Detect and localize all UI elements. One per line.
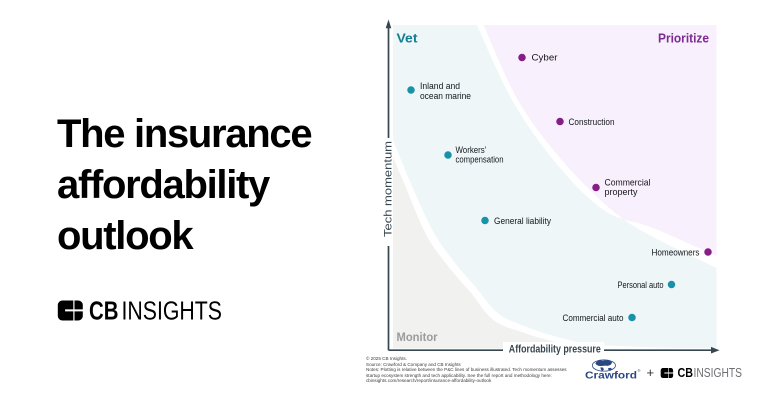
svg-text:Personal auto: Personal auto — [618, 280, 664, 291]
svg-text:®: ® — [638, 368, 641, 373]
svg-text:compensation: compensation — [456, 154, 504, 165]
svg-text:CB: CB — [89, 300, 119, 322]
svg-text:Vet: Vet — [397, 31, 419, 46]
svg-text:Tech momentum: Tech momentum — [383, 141, 395, 237]
svg-text:Crawford: Crawford — [585, 370, 637, 381]
svg-text:INSIGHTS: INSIGHTS — [122, 300, 223, 322]
svg-text:Prioritize: Prioritize — [658, 31, 709, 46]
svg-text:INSIGHTS: INSIGHTS — [694, 365, 743, 380]
svg-text:+: + — [647, 365, 655, 380]
svg-text:Monitor: Monitor — [397, 332, 439, 344]
svg-text:Workers’: Workers’ — [456, 145, 487, 156]
svg-text:Commercial: Commercial — [605, 178, 651, 189]
svg-text:Construction: Construction — [569, 117, 615, 128]
svg-text:CB: CB — [678, 365, 694, 380]
svg-text:ocean marine: ocean marine — [420, 91, 471, 102]
svg-text:Commercial auto: Commercial auto — [563, 313, 624, 324]
svg-text:Affordability pressure: Affordability pressure — [509, 343, 601, 355]
svg-text:Cyber: Cyber — [532, 52, 559, 63]
svg-text:General liability: General liability — [494, 216, 551, 227]
svg-text:Homeowners: Homeowners — [652, 247, 700, 258]
svg-text:property: property — [605, 187, 638, 198]
svg-text:Inland and: Inland and — [420, 81, 460, 92]
